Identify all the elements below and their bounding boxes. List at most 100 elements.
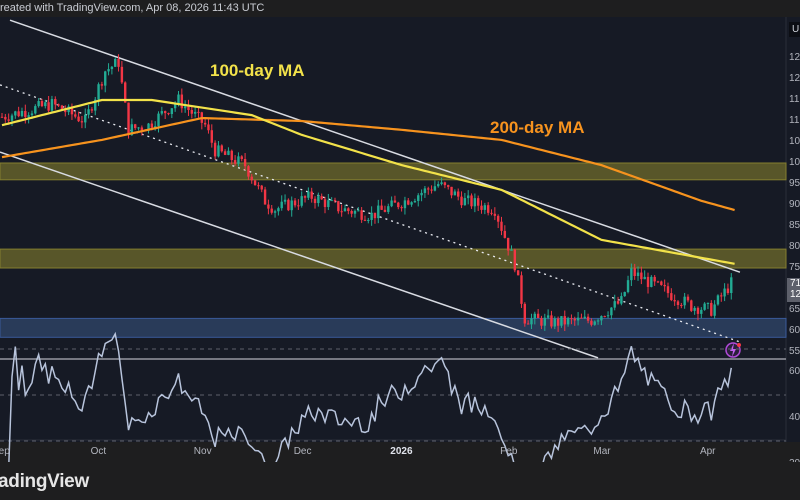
- tradingview-logo[interactable]: adingView: [0, 471, 89, 492]
- candle-body: [4, 116, 7, 120]
- candle-body: [556, 318, 560, 326]
- candle-body: [237, 156, 240, 164]
- candle-body: [250, 176, 253, 181]
- candle-body: [323, 199, 327, 208]
- candle-body: [533, 313, 536, 319]
- candle-body: [583, 316, 586, 319]
- candle-body: [393, 200, 397, 203]
- candle-body: [77, 116, 80, 122]
- candle-body: [157, 113, 160, 127]
- candle-body: [350, 211, 353, 214]
- candle-body: [27, 115, 30, 117]
- price-tick-label: 10: [789, 157, 800, 168]
- candle-body: [723, 288, 726, 297]
- candle-body: [546, 315, 550, 318]
- candle-body: [646, 276, 650, 287]
- candle-body: [383, 209, 387, 212]
- candle-body: [233, 160, 237, 164]
- zone-yellow-1: [0, 248, 787, 269]
- candle-body: [223, 151, 227, 155]
- last-price-label: 71 12: [787, 278, 800, 302]
- candle-body: [643, 276, 646, 280]
- candle-body: [443, 182, 447, 186]
- candle-body: [666, 286, 670, 294]
- candle-body: [570, 318, 573, 320]
- candle-body: [17, 111, 20, 117]
- candle-body: [726, 288, 730, 294]
- candle-body: [124, 82, 127, 103]
- ma100-label: 100-day MA: [210, 61, 305, 80]
- candle-body: [270, 208, 273, 213]
- candle-body: [213, 142, 217, 157]
- candle-body: [706, 302, 710, 304]
- price-tick-label: 75: [789, 262, 800, 273]
- candle-body: [430, 189, 433, 191]
- date-tick-label: ep: [0, 446, 10, 457]
- candle-body: [190, 110, 194, 114]
- candle-body: [183, 106, 187, 109]
- candle-body: [107, 69, 110, 72]
- candle-body: [150, 123, 154, 128]
- candle-body: [97, 84, 100, 100]
- candle-body: [330, 200, 333, 202]
- date-tick-label: 2026: [390, 446, 413, 457]
- candle-body: [606, 315, 610, 317]
- price-tick-label: 55: [789, 346, 800, 357]
- zone-blue-2: [0, 317, 787, 338]
- candle-body: [44, 102, 47, 107]
- candle-body: [673, 300, 676, 302]
- chart-canvas[interactable]: [0, 17, 800, 462]
- candle-body: [480, 205, 483, 210]
- candle-body: [290, 200, 293, 211]
- candle-body: [130, 124, 134, 136]
- candle-body: [423, 188, 427, 193]
- candle-body: [490, 212, 493, 214]
- candle-body: [503, 230, 507, 238]
- candle-body: [363, 219, 367, 221]
- rsi-tick-label: 60: [789, 366, 800, 377]
- candle-body: [163, 111, 167, 114]
- candle-body: [30, 113, 34, 116]
- candle-body: [600, 316, 603, 321]
- candle-body: [260, 185, 263, 190]
- candle-body: [610, 307, 613, 316]
- candle-body: [170, 108, 174, 115]
- date-tick-label: Mar: [593, 446, 611, 457]
- candle-body: [60, 105, 64, 110]
- price-tick-label: 11: [789, 115, 800, 126]
- candle-body: [64, 109, 67, 113]
- candle-body: [153, 126, 157, 128]
- candle-body: [273, 211, 277, 213]
- candle-body: [267, 204, 270, 209]
- candle-body: [247, 166, 250, 177]
- candle-body: [47, 102, 50, 111]
- candle-body: [543, 317, 546, 326]
- candle-body: [70, 106, 74, 115]
- footer-bar: adingView: [0, 462, 800, 500]
- date-tick-label: Feb: [500, 446, 518, 457]
- candle-body: [553, 318, 556, 327]
- candle-body: [590, 320, 593, 325]
- candle-body: [417, 195, 420, 201]
- price-tick-label: 12: [789, 73, 800, 84]
- candle-body: [576, 317, 580, 321]
- candle-body: [110, 66, 114, 70]
- last-price-value: 71: [790, 278, 800, 289]
- candle-body: [573, 318, 576, 321]
- candle-body: [340, 211, 343, 213]
- candle-body: [217, 145, 220, 157]
- price-tick-label: 12: [789, 52, 800, 63]
- candle-body: [303, 196, 307, 198]
- candle-body: [660, 281, 663, 285]
- candle-body: [536, 313, 540, 319]
- candle-body: [230, 150, 233, 161]
- candle-body: [616, 301, 620, 304]
- currency-button[interactable]: U: [789, 22, 800, 37]
- price-tick-label: 11: [789, 94, 800, 105]
- candle-body: [263, 189, 267, 205]
- candle-body: [10, 115, 14, 121]
- candle-body: [390, 200, 393, 207]
- candle-body: [167, 113, 170, 115]
- candle-body: [257, 185, 260, 187]
- candle-body: [283, 199, 287, 202]
